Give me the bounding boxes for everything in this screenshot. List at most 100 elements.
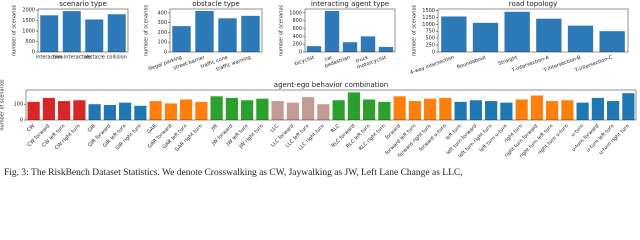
bar xyxy=(134,105,147,120)
bar xyxy=(119,102,132,120)
y-tick-label: 100 xyxy=(157,40,167,46)
bar xyxy=(485,101,498,120)
bar xyxy=(195,101,208,120)
bar xyxy=(88,104,101,120)
bar xyxy=(591,97,604,120)
figure: Fig. 3: The RiskBench Dataset Statistics… xyxy=(0,0,637,178)
x-tick-label: LLC xyxy=(269,123,280,134)
y-axis-label: number of scenarios xyxy=(412,4,418,56)
bar xyxy=(360,36,376,52)
bar xyxy=(332,100,345,120)
bar xyxy=(317,104,330,120)
bar xyxy=(441,16,467,52)
axes-frame xyxy=(304,8,396,53)
x-tick-label: GAR xyxy=(146,123,158,135)
caption: Fig. 3: The RiskBench Dataset Statistics… xyxy=(4,167,463,178)
bar xyxy=(286,102,299,120)
y-axis-label: number of scenarios xyxy=(0,79,6,131)
bar xyxy=(324,10,340,53)
bar xyxy=(439,97,452,120)
y-tick-label: 1000 xyxy=(289,10,302,16)
chart-title: scenario type xyxy=(59,0,107,8)
bar xyxy=(363,99,376,120)
bar xyxy=(599,31,625,52)
y-tick-label: 1500 xyxy=(22,18,35,24)
bar xyxy=(241,15,260,53)
x-tick-label: truck xyxy=(355,55,369,65)
bar xyxy=(103,105,116,120)
y-tick-label: 0 xyxy=(164,50,167,56)
bar xyxy=(500,102,513,120)
axes-frame xyxy=(25,89,637,121)
y-tick-label: 1000 xyxy=(422,22,435,28)
y-tick-label: 500 xyxy=(25,39,35,45)
y-axis-label: number of scenarios xyxy=(12,4,18,56)
bar xyxy=(85,19,104,52)
bar xyxy=(225,97,238,120)
bar xyxy=(469,100,482,120)
bar xyxy=(546,101,559,120)
bar xyxy=(180,99,193,120)
y-tick-label: 300 xyxy=(157,20,167,26)
bar xyxy=(241,100,254,120)
bar xyxy=(378,46,394,52)
y-axis-label: number of scenarios xyxy=(144,4,150,56)
bar xyxy=(567,25,594,52)
y-axis-label: number of scenarios xyxy=(279,4,285,56)
bar xyxy=(218,18,237,53)
bar xyxy=(342,42,358,52)
y-tick-label: 1250 xyxy=(422,15,435,21)
bar xyxy=(378,101,391,120)
x-tick-label: 4-way intersection xyxy=(409,55,455,76)
axes-frame xyxy=(437,8,629,53)
bar xyxy=(347,92,360,120)
bar xyxy=(424,98,437,120)
y-tick-label: 0 xyxy=(432,50,435,56)
bar xyxy=(172,26,191,52)
x-tick-label: Straight xyxy=(498,55,519,67)
y-tick-label: 1000 xyxy=(22,29,35,35)
bar xyxy=(62,11,81,52)
bar xyxy=(42,97,55,120)
y-tick-label: 600 xyxy=(292,26,302,32)
chart-title: obstacle type xyxy=(192,0,239,8)
x-tick-label: JW xyxy=(210,123,220,133)
y-tick-label: 2000 xyxy=(22,8,35,14)
bar xyxy=(561,100,574,120)
x-tick-label: non-interactive xyxy=(53,55,91,61)
bar xyxy=(302,97,315,120)
y-tick-label: 1500 xyxy=(422,8,435,14)
x-tick-label: Roundabout xyxy=(456,55,487,71)
x-tick-label: CW xyxy=(26,123,36,133)
y-tick-label: 750 xyxy=(425,29,435,35)
y-tick-label: 400 xyxy=(292,34,302,40)
x-tick-label: GIR xyxy=(87,123,98,134)
bar xyxy=(576,102,589,120)
x-tick-label: RLC xyxy=(330,123,341,134)
chart-title: agent-ego behavior combination xyxy=(274,81,388,89)
y-tick-label: 200 xyxy=(157,30,167,36)
bar xyxy=(27,101,40,120)
bar xyxy=(195,10,214,53)
chart-title: road topology xyxy=(509,0,558,8)
bar xyxy=(164,103,177,120)
x-tick-label: interactive xyxy=(36,55,63,61)
bar xyxy=(536,18,562,52)
axes-frame xyxy=(169,8,263,53)
y-tick-label: 400 xyxy=(157,10,167,16)
bar xyxy=(530,95,543,120)
bar xyxy=(58,101,71,120)
bar xyxy=(622,93,635,120)
bar xyxy=(256,98,269,120)
y-tick-label: 250 xyxy=(425,43,435,49)
x-tick-label: bicyclist xyxy=(294,55,315,68)
bar xyxy=(454,101,467,120)
bar xyxy=(504,11,530,53)
bar xyxy=(73,100,86,120)
bar xyxy=(210,96,223,120)
bar xyxy=(408,101,421,120)
chart-title: interacting agent type xyxy=(311,0,389,8)
bar xyxy=(306,46,322,52)
y-tick-label: 200 xyxy=(292,42,302,48)
x-tick-label: car xyxy=(324,54,334,63)
